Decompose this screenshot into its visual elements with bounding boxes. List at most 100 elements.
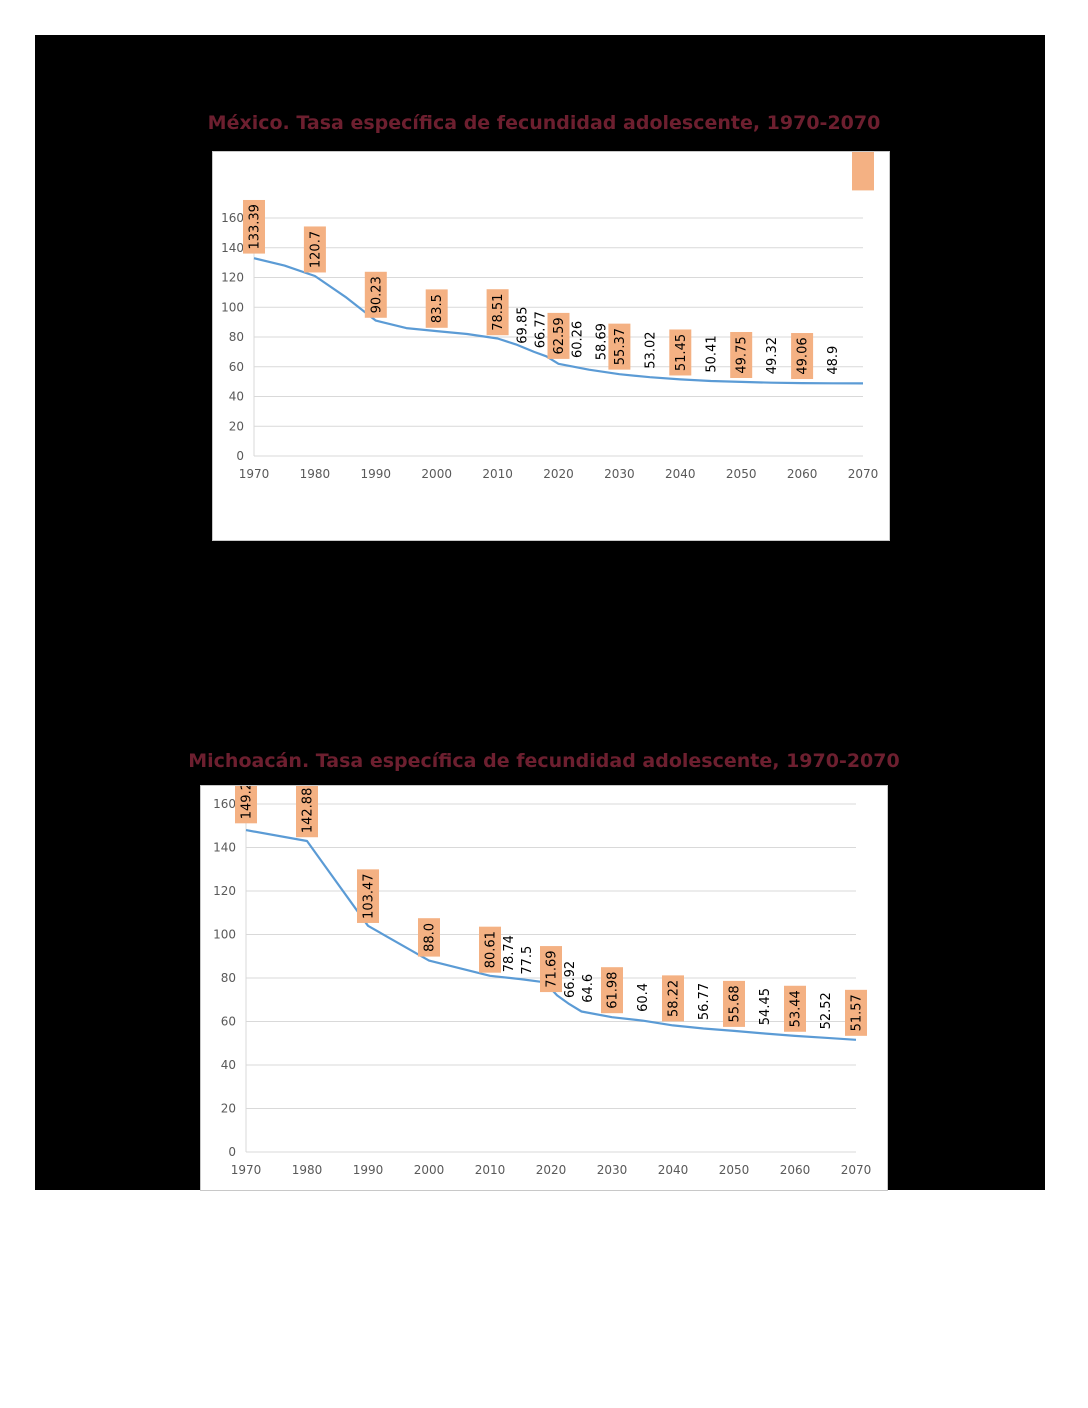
x-tick-label: 2030	[604, 467, 635, 481]
x-tick-label: 2060	[787, 467, 818, 481]
data-label-box	[479, 926, 501, 973]
data-label-box	[784, 985, 806, 1032]
data-label: 103.47	[362, 873, 377, 919]
data-label: 49.32	[765, 337, 780, 374]
data-label-box	[852, 152, 874, 191]
data-label: 53.02	[643, 331, 658, 368]
data-label-box	[791, 333, 814, 380]
x-tick-label: 1980	[292, 1163, 323, 1177]
x-tick-label: 2020	[536, 1163, 567, 1177]
x-tick-label: 2020	[543, 467, 574, 481]
data-label: 50.41	[704, 335, 719, 372]
data-label: 80.61	[484, 931, 499, 968]
x-tick-label: 2040	[665, 467, 696, 481]
x-tick-label: 2010	[482, 467, 513, 481]
data-label: 61.98	[606, 972, 621, 1009]
data-label: 48.8	[213, 152, 227, 156]
data-label: 71.69	[545, 950, 560, 987]
data-label-box	[243, 199, 265, 254]
data-label-box	[486, 289, 509, 336]
y-tick-label: 140	[213, 841, 236, 855]
data-label: 77.5	[520, 946, 535, 975]
x-tick-label: 2050	[719, 1163, 750, 1177]
data-label: 88.0	[423, 923, 438, 952]
data-label: 58.22	[667, 980, 682, 1017]
x-tick-label: 2070	[848, 467, 879, 481]
data-label-box	[425, 289, 448, 328]
x-tick-label: 2050	[726, 467, 757, 481]
y-tick-label: 0	[236, 449, 244, 463]
y-tick-label: 100	[213, 928, 236, 942]
data-label-box	[730, 331, 753, 378]
data-label: 142.88	[301, 788, 316, 834]
data-label: 49.75	[735, 336, 750, 373]
data-label-box	[845, 989, 867, 1036]
y-tick-label: 160	[221, 211, 244, 225]
data-label: 51.57	[850, 994, 865, 1031]
data-label: 66.77	[534, 311, 549, 348]
data-label-box	[601, 967, 623, 1014]
data-label: 49.06	[796, 337, 811, 374]
data-label-box	[547, 312, 570, 359]
chart-panel-mexico: 0 20 40 60 80 100 120 140 160 1970 1980 1990 2000 201…	[199, 141, 890, 541]
data-label: 60.4	[636, 983, 651, 1012]
data-label-box	[669, 329, 692, 376]
y-tick-label: 120	[213, 884, 236, 898]
data-label: 52.52	[819, 992, 834, 1029]
x-tick-label: 2070	[841, 1163, 872, 1177]
y-tick-label: 80	[221, 971, 236, 985]
x-tick-label: 2040	[658, 1163, 689, 1177]
y-tick-label: 120	[221, 271, 244, 285]
y-tick-label: 0	[228, 1145, 236, 1159]
x-tick-label: 1980	[300, 467, 331, 481]
data-label: 58.69	[595, 323, 610, 360]
x-tick-label: 2010	[475, 1163, 506, 1177]
data-label: 83.5	[430, 294, 445, 323]
data-label: 78.74	[502, 935, 517, 972]
data-label: 90.23	[369, 276, 384, 313]
data-label-box	[723, 980, 745, 1027]
data-label-box	[418, 918, 440, 957]
data-label: 62.59	[552, 317, 567, 354]
x-tick-label: 2030	[597, 1163, 628, 1177]
y-tick-label: 60	[221, 1015, 236, 1029]
data-label: 133.39	[248, 204, 263, 250]
y-tick-label: 20	[221, 1102, 236, 1116]
chart-panel-michoacan: 0 20 40 60 80 100 120 140 160 1970 1980 1990 2000 201…	[200, 769, 888, 1191]
data-label-box	[540, 946, 562, 993]
chart-title-michoacan: Michoacán. Tasa específica de fecundidad…	[188, 750, 900, 772]
x-tick-label: 2000	[414, 1163, 445, 1177]
y-tick-label: 160	[213, 797, 236, 811]
data-label: 56.77	[697, 983, 712, 1020]
data-label-box	[303, 226, 326, 273]
y-tick-label: 140	[221, 241, 244, 255]
series-line	[245, 829, 857, 1041]
x-tick-label: 1990	[361, 467, 392, 481]
data-label-box	[662, 975, 684, 1022]
data-label: 53.44	[789, 990, 804, 1027]
y-tick-label: 40	[221, 1058, 236, 1072]
data-label: 60.26	[570, 321, 585, 358]
x-tick-label: 1970	[231, 1163, 262, 1177]
x-tick-label: 1990	[353, 1163, 384, 1177]
chart-title-mexico: México. Tasa específica de fecundidad ad…	[207, 112, 881, 134]
data-label: 54.45	[758, 988, 773, 1025]
data-label: 48.9	[826, 346, 841, 375]
data-label: 120.7	[308, 231, 323, 268]
data-label-box	[364, 271, 387, 318]
data-label: 78.51	[491, 294, 506, 331]
data-label: 66.92	[563, 961, 578, 998]
y-tick-label: 80	[229, 330, 244, 344]
data-label: 51.45	[674, 334, 689, 371]
data-label: 55.68	[728, 985, 743, 1022]
y-tick-label: 100	[221, 300, 244, 314]
data-label: 64.6	[581, 974, 596, 1003]
x-tick-label: 1970	[239, 467, 270, 481]
y-tick-label: 20	[229, 419, 244, 433]
data-label-box	[296, 783, 318, 838]
data-label-box	[357, 869, 379, 923]
x-tick-label: 2000	[421, 467, 452, 481]
data-label: 149.28	[240, 786, 255, 819]
x-tick-label: 2060	[780, 1163, 811, 1177]
